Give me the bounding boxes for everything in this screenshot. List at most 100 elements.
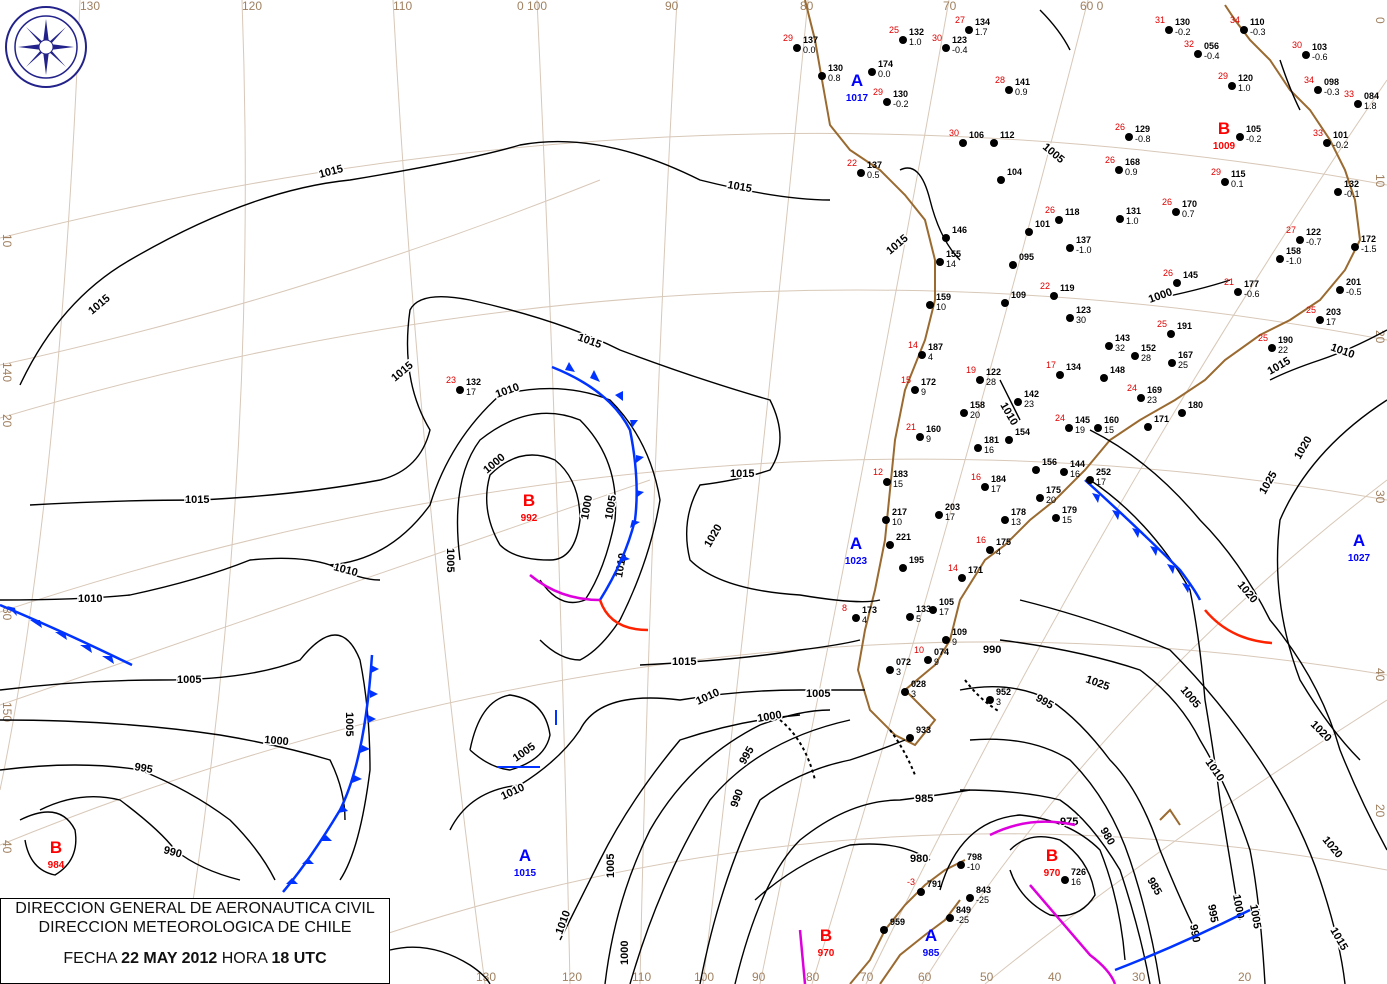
station-pressure: 137 (867, 160, 882, 170)
station-circle (793, 44, 801, 52)
occluded-front-southwest (798, 929, 807, 984)
station-circle (926, 301, 934, 309)
station-plot: 29 130-0.2 (873, 87, 909, 109)
isobar-label: 1005 (605, 854, 617, 878)
station-tendency: 1.7 (975, 27, 988, 37)
station-pressure: 160 (926, 424, 941, 434)
graticule-label-top: 70 (943, 0, 957, 13)
station-plot: 172-1.5 (1351, 234, 1377, 254)
isobar-label: 1005 (177, 674, 201, 686)
isobar-label: 1010 (1203, 757, 1227, 784)
station-tendency: 22 (1278, 345, 1288, 355)
station-tendency: -25 (956, 915, 969, 925)
station-temperature: 31 (1155, 15, 1165, 25)
station-circle (911, 386, 919, 394)
station-tendency: 0.8 (828, 73, 841, 83)
station-circle (997, 176, 1005, 184)
station-pressure: 798 (967, 852, 982, 862)
pressure-centers: B992B984A1015A1023A1027B1009B970B970A985… (48, 71, 1371, 959)
station-circle (1167, 330, 1175, 338)
station-circle (1001, 516, 1009, 524)
station-circle (942, 636, 950, 644)
station-circle (1065, 424, 1073, 432)
station-plot: 26 129-0.8 (1115, 122, 1151, 144)
station-pressure: 154 (1015, 427, 1030, 437)
station-temperature: 26 (1105, 155, 1115, 165)
station-plot: 26 118 (1045, 205, 1080, 224)
station-circle (1055, 216, 1063, 224)
station-temperature: 28 (995, 75, 1005, 85)
station-tendency: 23 (1024, 399, 1034, 409)
station-pressure: 195 (909, 555, 924, 565)
station-pressure: 148 (1110, 365, 1125, 375)
graticule-label-bottom: 100 (694, 970, 714, 984)
station-circle (959, 139, 967, 147)
station-temperature: 30 (949, 128, 959, 138)
cold-front-triangle (352, 775, 362, 783)
station-temperature: 32 (1184, 39, 1194, 49)
trough-line (779, 679, 1001, 781)
station-pressure: 132 (466, 377, 481, 387)
isobar-label: 1015 (86, 292, 112, 317)
graticule-label-bottom: 50 (980, 970, 994, 984)
station-circle (924, 656, 932, 664)
station-plot: 22 119 (1040, 281, 1075, 300)
isobar-label: 980 (1097, 826, 1117, 848)
station-circle (1314, 86, 1322, 94)
station-tendency: -0.1 (1344, 189, 1360, 199)
station-circle (1115, 166, 1123, 174)
station-tendency: 16 (1071, 877, 1081, 887)
isobar-label: 1015 (884, 232, 910, 257)
graticule-label-bottom: 80 (806, 970, 820, 984)
station-tendency: 0.7 (1182, 209, 1195, 219)
station-temperature: 16 (976, 535, 986, 545)
station-temperature: 25 (1258, 333, 1268, 343)
graticule-label-left: 40 (0, 840, 14, 854)
station-circle (974, 444, 982, 452)
cold-front-west (0, 603, 379, 893)
graticule-label-right: 0 (1373, 17, 1387, 24)
center-letter: B (820, 926, 832, 945)
graticule-label-top: 0 100 (517, 0, 547, 13)
isobar-label: 1010 (1329, 342, 1356, 362)
station-plot: 843-25 (966, 885, 991, 905)
station-plot: 27 122-0.7 (1286, 225, 1322, 247)
station-circle (957, 861, 965, 869)
occluded-front-south (989, 820, 1117, 984)
station-pressure: 129 (1135, 124, 1150, 134)
station-pressure: 726 (1071, 867, 1086, 877)
station-circle (1351, 243, 1359, 251)
cold-front-triangle (565, 362, 575, 372)
station-pressure: 191 (1177, 321, 1192, 331)
date-prefix: FECHA (63, 950, 117, 967)
station-pressure: 160 (1104, 415, 1119, 425)
cold-front-triangle (320, 835, 332, 841)
station-pressure: 130 (893, 89, 908, 99)
station-temperature: 23 (446, 375, 456, 385)
graticule-label-left: 10 (0, 234, 14, 248)
station-pressure: 252 (1096, 467, 1111, 477)
station-circle (852, 614, 860, 622)
station-circle (1137, 394, 1145, 402)
cold-front-triangle (615, 391, 623, 401)
station-circle (1050, 292, 1058, 300)
station-pressure: 181 (984, 435, 999, 445)
station-pressure: 959 (890, 917, 905, 927)
isobar-label: 1020 (702, 522, 725, 549)
station-tendency: 3 (911, 689, 916, 699)
station-circle (883, 478, 891, 486)
station-pressure: 175 (996, 537, 1011, 547)
